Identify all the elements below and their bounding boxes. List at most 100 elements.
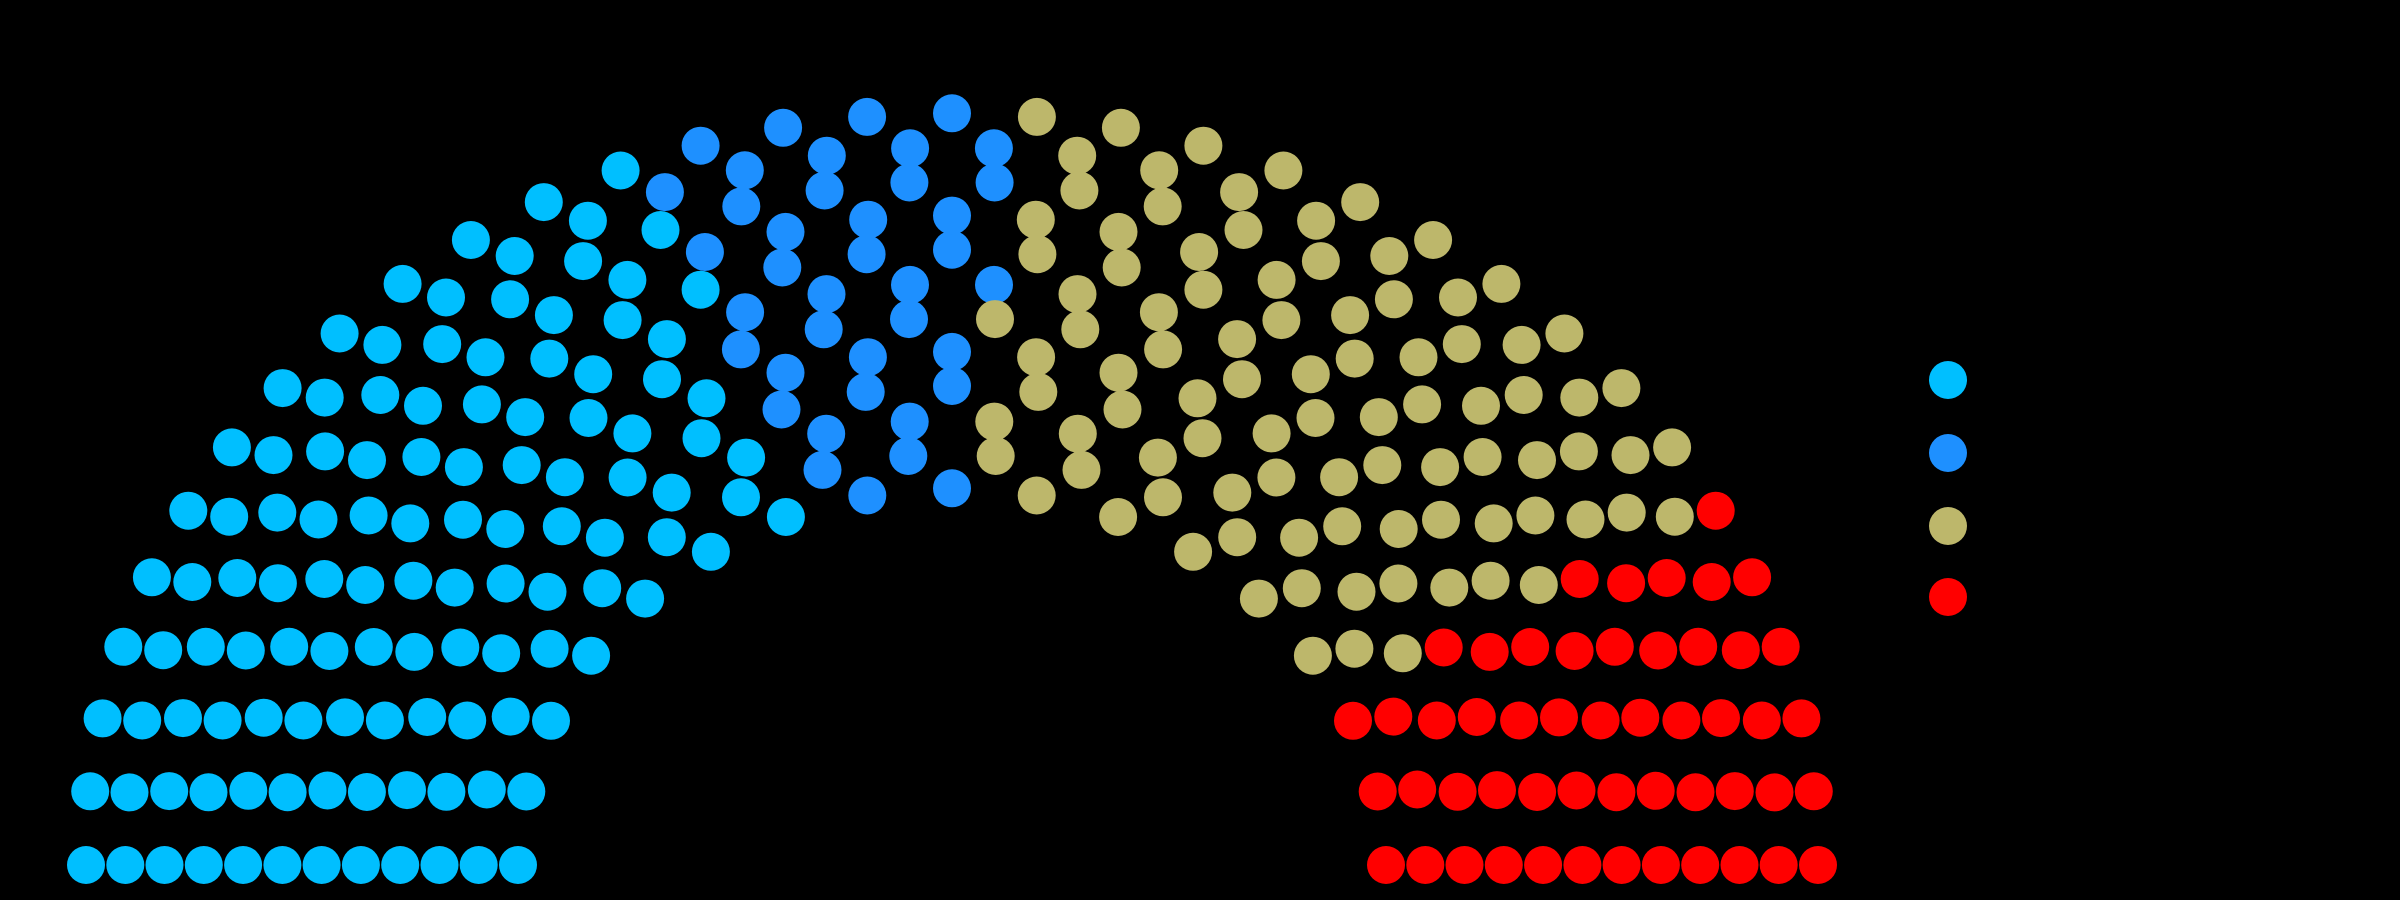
seat-dot-dodger-blue-party xyxy=(890,402,929,441)
seat-dot-dark-khaki-party xyxy=(1370,237,1409,275)
seat-dot-dodger-blue-party xyxy=(764,108,803,147)
seat-dot-red-party xyxy=(1639,631,1678,670)
seat-dot-dark-khaki-party xyxy=(1140,151,1179,190)
seat-dot-dodger-blue-party xyxy=(890,300,928,339)
seat-dot-dark-khaki-party xyxy=(1213,473,1252,512)
seat-dot-red-party xyxy=(1720,846,1759,884)
seats-layer xyxy=(67,94,1837,884)
seat-dot-dark-khaki-party xyxy=(1379,510,1418,548)
seat-dot-dodger-blue-party xyxy=(681,126,720,165)
seat-dot-deep-sky-blue-party xyxy=(569,399,608,437)
seat-dot-red-party xyxy=(1560,560,1599,598)
seat-dot-deep-sky-blue-party xyxy=(203,701,242,740)
seat-dot-dark-khaki-party xyxy=(1099,498,1138,536)
legend xyxy=(1929,361,1967,616)
seat-dot-deep-sky-blue-party xyxy=(186,627,225,666)
legend-swatch-dark-khaki-party xyxy=(1929,507,1967,545)
seat-dot-dark-khaki-party xyxy=(1359,398,1398,437)
seat-dot-red-party xyxy=(1406,846,1445,884)
seat-dot-deep-sky-blue-party xyxy=(652,473,691,512)
seat-dot-deep-sky-blue-party xyxy=(766,498,805,536)
seat-dot-dark-khaki-party xyxy=(1602,369,1641,408)
seat-dot-dark-khaki-party xyxy=(1403,385,1442,424)
seat-dot-dark-khaki-party xyxy=(1414,221,1453,259)
seat-dot-deep-sky-blue-party xyxy=(530,339,569,378)
seat-dot-dodger-blue-party xyxy=(975,265,1013,304)
seat-dot-deep-sky-blue-party xyxy=(532,701,570,740)
seat-dot-dark-khaki-party xyxy=(1474,504,1513,543)
seat-dot-red-party xyxy=(1518,773,1557,811)
seat-dot-deep-sky-blue-party xyxy=(258,564,297,603)
seat-dot-red-party xyxy=(1621,698,1660,737)
seat-dot-deep-sky-blue-party xyxy=(169,491,208,530)
seat-dot-deep-sky-blue-party xyxy=(444,500,482,539)
seat-dot-deep-sky-blue-party xyxy=(229,771,268,810)
seat-dot-deep-sky-blue-party xyxy=(691,532,730,571)
seat-dot-red-party xyxy=(1641,846,1680,884)
seat-dot-dark-khaki-party xyxy=(1421,448,1460,487)
seat-dot-dark-khaki-party xyxy=(1323,507,1362,546)
seat-dot-deep-sky-blue-party xyxy=(524,183,563,222)
seat-dot-dodger-blue-party xyxy=(891,129,930,168)
seat-dot-dodger-blue-party xyxy=(933,367,971,405)
seat-dot-dark-khaki-party xyxy=(1058,414,1097,453)
seat-dot-dark-khaki-party xyxy=(1607,493,1646,532)
seat-dot-red-party xyxy=(1692,563,1731,601)
seat-dot-dark-khaki-party xyxy=(1262,301,1301,340)
seat-dot-red-party xyxy=(1511,628,1550,666)
seat-dot-deep-sky-blue-party xyxy=(486,510,525,548)
seat-dot-dodger-blue-party xyxy=(762,390,801,429)
seat-dot-deep-sky-blue-party xyxy=(448,701,487,740)
seat-dot-deep-sky-blue-party xyxy=(435,568,474,607)
seat-dot-dark-khaki-party xyxy=(1297,201,1336,240)
seat-dot-dodger-blue-party xyxy=(726,293,765,332)
seat-dot-red-party xyxy=(1742,701,1781,740)
seat-dot-red-party xyxy=(1367,846,1405,884)
seat-dot-dodger-blue-party xyxy=(848,338,887,377)
seat-dot-deep-sky-blue-party xyxy=(363,325,402,364)
seat-dot-deep-sky-blue-party xyxy=(212,428,251,467)
seat-dot-deep-sky-blue-party xyxy=(534,296,573,335)
seat-dot-dark-khaki-party xyxy=(1017,476,1056,515)
seat-dot-deep-sky-blue-party xyxy=(388,771,426,810)
seat-dot-deep-sky-blue-party xyxy=(502,446,541,485)
legend-item xyxy=(1929,361,1967,399)
seat-dot-red-party xyxy=(1597,773,1636,812)
seat-dot-deep-sky-blue-party xyxy=(486,564,525,603)
seat-dot-deep-sky-blue-party xyxy=(491,697,530,736)
seat-dot-deep-sky-blue-party xyxy=(687,379,726,418)
seat-dot-dodger-blue-party xyxy=(807,275,846,314)
seat-dot-deep-sky-blue-party xyxy=(326,698,364,737)
seat-dot-deep-sky-blue-party xyxy=(383,264,422,303)
seat-dot-dark-khaki-party xyxy=(1252,414,1291,453)
seat-dot-deep-sky-blue-party xyxy=(506,398,545,437)
seat-dot-deep-sky-blue-party xyxy=(495,237,534,275)
seat-dot-dark-khaki-party xyxy=(1103,390,1142,429)
seat-dot-deep-sky-blue-party xyxy=(263,369,302,408)
seat-dot-dark-khaki-party xyxy=(1611,436,1650,475)
seat-dot-deep-sky-blue-party xyxy=(365,701,404,740)
seat-dot-red-party xyxy=(1755,773,1794,812)
seat-dot-red-party xyxy=(1457,698,1496,736)
seat-dot-dodger-blue-party xyxy=(933,469,971,508)
seat-dot-deep-sky-blue-party xyxy=(643,360,681,399)
seat-dot-red-party xyxy=(1794,772,1833,811)
seat-dot-red-party xyxy=(1733,558,1772,597)
seat-dot-deep-sky-blue-party xyxy=(542,507,581,546)
seat-dot-dodger-blue-party xyxy=(722,187,761,226)
seat-dot-deep-sky-blue-party xyxy=(305,378,344,417)
seat-dot-deep-sky-blue-party xyxy=(564,242,603,281)
seat-dot-deep-sky-blue-party xyxy=(302,846,341,884)
seat-dot-deep-sky-blue-party xyxy=(71,772,110,811)
seat-dot-dodger-blue-party xyxy=(933,94,971,133)
seat-dot-red-party xyxy=(1358,772,1397,811)
seat-dot-deep-sky-blue-party xyxy=(530,629,569,668)
seat-dot-dark-khaki-party xyxy=(1060,171,1099,210)
seat-dot-dark-khaki-party xyxy=(1379,564,1418,603)
seat-dot-deep-sky-blue-party xyxy=(404,386,442,425)
seat-dot-deep-sky-blue-party xyxy=(545,458,584,497)
seat-dot-deep-sky-blue-party xyxy=(164,699,202,738)
seat-dot-red-party xyxy=(1636,771,1675,810)
seat-dot-dodger-blue-party xyxy=(889,437,928,475)
seat-dot-deep-sky-blue-party xyxy=(722,478,760,517)
